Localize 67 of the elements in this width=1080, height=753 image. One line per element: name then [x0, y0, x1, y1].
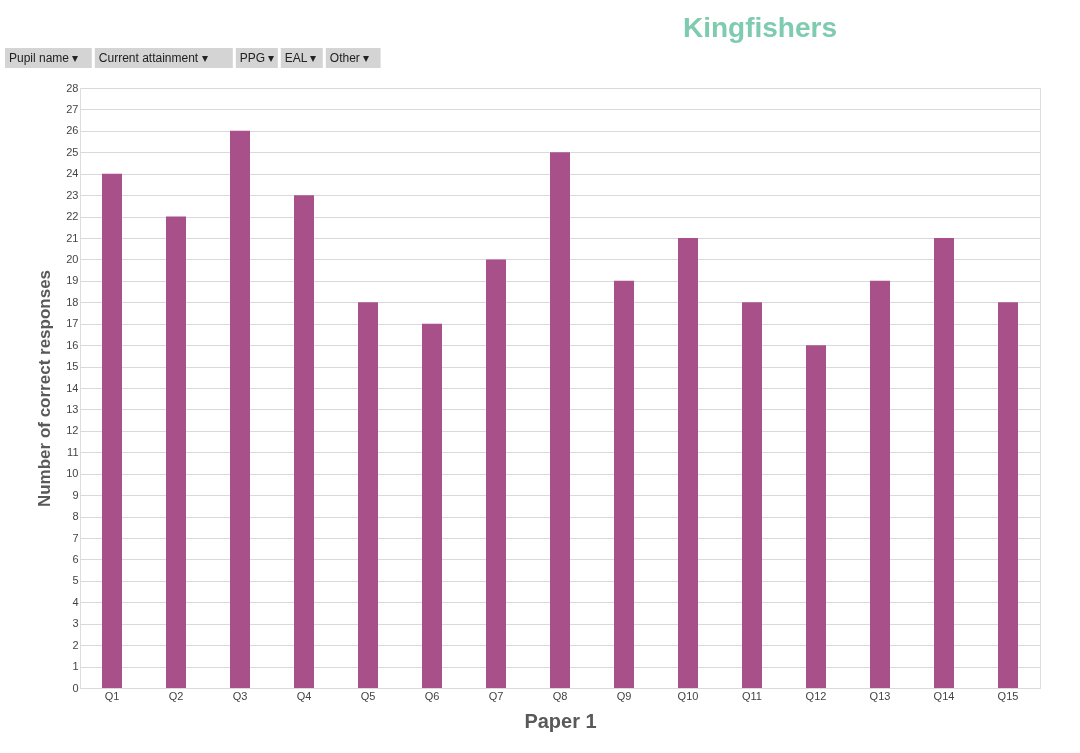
y-tick-label: 24	[66, 167, 79, 180]
y-tick-label: 13	[66, 402, 79, 415]
y-tick-label: 6	[72, 552, 79, 565]
y-tick-label: 3	[72, 617, 79, 630]
x-tick-label: Q3	[232, 689, 248, 702]
x-tick-label: Q9	[616, 689, 632, 702]
x-tick-label: Q7	[488, 689, 504, 702]
x-tick-label: Q10	[677, 689, 699, 702]
y-tick-label: 8	[72, 510, 79, 523]
y-tick-label: 9	[72, 488, 79, 501]
y-tick-label: 2	[72, 638, 79, 651]
x-tick-label: Q4	[296, 689, 312, 702]
bar	[742, 302, 762, 688]
y-tick-label: 16	[66, 338, 79, 351]
y-tick-label: 7	[72, 531, 79, 544]
y-tick-label: 17	[66, 317, 79, 330]
y-tick-label: 22	[66, 210, 79, 223]
y-tick-label: 10	[66, 467, 79, 480]
bar	[422, 323, 442, 688]
bar	[806, 345, 826, 688]
bar	[934, 238, 954, 688]
text: EAL ▾	[284, 51, 317, 65]
x-tick-label: Q12	[805, 689, 827, 702]
x-tick-label: Q8	[552, 689, 568, 702]
y-tick-label: 18	[66, 295, 79, 308]
x-tick-label: Q14	[933, 689, 955, 702]
y-tick-label: 11	[67, 445, 79, 458]
text: PPG ▾	[239, 51, 275, 65]
text: Current attainment ▾	[98, 51, 208, 65]
x-tick-label: Q6	[424, 689, 440, 702]
bar	[294, 195, 314, 688]
y-tick-label: 23	[66, 188, 79, 201]
bar	[102, 173, 122, 688]
x-tick-label: Q11	[742, 689, 762, 702]
x-tick-label: Q15	[997, 689, 1019, 702]
y-tick-label: 1	[72, 660, 79, 673]
y-axis-title: Number of correct responses	[35, 269, 55, 508]
y-tick-label: 19	[66, 274, 79, 287]
y-tick-label: 27	[66, 102, 79, 115]
bar	[486, 259, 506, 688]
x-tick-label: Q2	[168, 689, 184, 702]
y-tick-label: 5	[72, 574, 79, 587]
y-tick-label: 12	[66, 424, 79, 437]
y-tick-label: 14	[66, 381, 79, 394]
bar	[870, 280, 890, 688]
y-tick-label: 21	[66, 231, 79, 244]
y-tick-label: 4	[72, 595, 79, 608]
bar	[614, 280, 634, 688]
y-tick-label: 20	[66, 252, 79, 265]
y-tick-label: 25	[66, 145, 79, 158]
bar	[166, 216, 186, 688]
y-tick-label: 26	[66, 124, 79, 137]
bar	[550, 152, 570, 688]
bar	[998, 302, 1018, 688]
text: Other ▾	[329, 51, 370, 65]
x-axis-title: Paper 1	[524, 709, 597, 732]
bar	[230, 130, 250, 688]
x-tick-label: Q1	[104, 689, 120, 702]
y-tick-label: 28	[66, 81, 79, 94]
bar	[678, 238, 698, 688]
bar	[358, 302, 378, 688]
x-tick-label: Q5	[360, 689, 376, 702]
chart-title: Kingfishers	[682, 12, 838, 43]
x-tick-label: Q13	[869, 689, 891, 702]
text: Pupil name ▾	[9, 51, 79, 65]
y-tick-label: 0	[72, 681, 79, 694]
y-tick-label: 15	[66, 360, 79, 373]
